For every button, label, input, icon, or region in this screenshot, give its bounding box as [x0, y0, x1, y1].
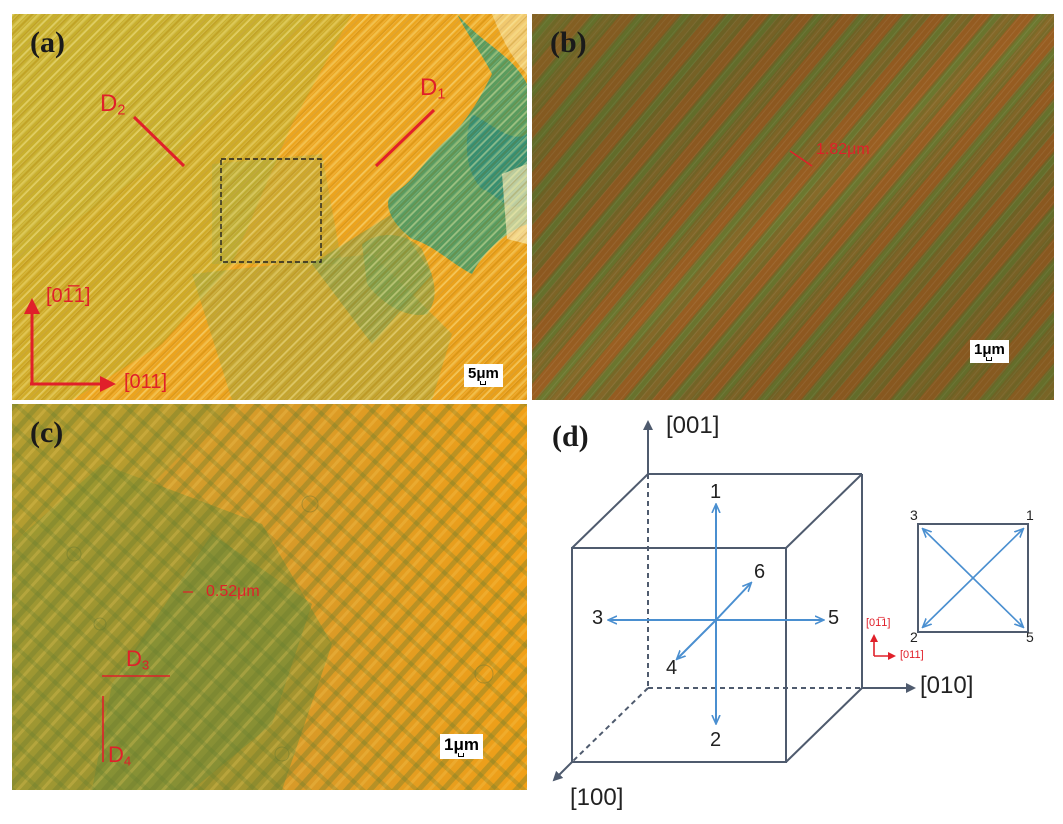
panel-a-micrograph [12, 14, 527, 400]
panel-c-label: (c) [30, 416, 64, 449]
panel-b-scale-bar: 1μm [970, 340, 1009, 363]
direction-1-label: 1 [710, 481, 722, 503]
panel-b-measure: 1.82μm [816, 141, 870, 158]
axis-y-label: [010] [920, 672, 974, 699]
square-corner-tl: 3 [910, 507, 918, 523]
panel-c-micrograph [12, 404, 527, 790]
panel-c-d3-label: D3 [126, 646, 150, 673]
panel-d-diagram [552, 420, 1029, 782]
panel-d: (d) [001] [010] [100] 1 2 3 4 5 6 3 1 2 … [532, 404, 1054, 820]
panel-a-d1-label: D1 [420, 74, 446, 103]
direction-5-label: 5 [828, 607, 840, 629]
panel-c-scale-bar: 1μm [440, 734, 483, 759]
direction-6-label: 6 [754, 561, 766, 583]
square-corner-tr: 1 [1026, 507, 1034, 523]
panel-b: (b) 1.82μm 1μm [532, 14, 1054, 400]
direction-4-label: 4 [666, 657, 678, 679]
panel-b-micrograph [532, 14, 1054, 400]
panel-a-d2-label: D2 [100, 90, 126, 119]
panel-a: (a) D2 D1 [01̅1] [011] 5μm [12, 14, 527, 400]
panel-c-d4-label: D4 [108, 742, 132, 769]
panel-d-label: (d) [552, 420, 589, 453]
cube [571, 473, 863, 763]
inset-axis-horizontal: [011] [900, 649, 924, 661]
panel-a-axis-vertical: [01̅1] [46, 285, 91, 307]
panel-a-axis-horizontal: [011] [124, 371, 167, 393]
panel-c-measure: 0.52μm [206, 583, 260, 600]
direction-2-label: 2 [710, 729, 722, 751]
panel-a-scale-bar: 5μm [464, 364, 503, 387]
axis-x-label: [100] [570, 784, 624, 811]
square-corner-br: 5 [1026, 629, 1034, 645]
panel-b-label: (b) [550, 26, 587, 59]
panel-a-label: (a) [30, 26, 65, 59]
panel-c: (c) 0.52μm D3 D4 1μm [12, 404, 527, 790]
inset-axis-vertical: [01̅1] [866, 617, 891, 629]
direction-3-label: 3 [592, 607, 604, 629]
axis-z-label: [001] [666, 412, 720, 439]
square-corner-bl: 2 [910, 629, 918, 645]
